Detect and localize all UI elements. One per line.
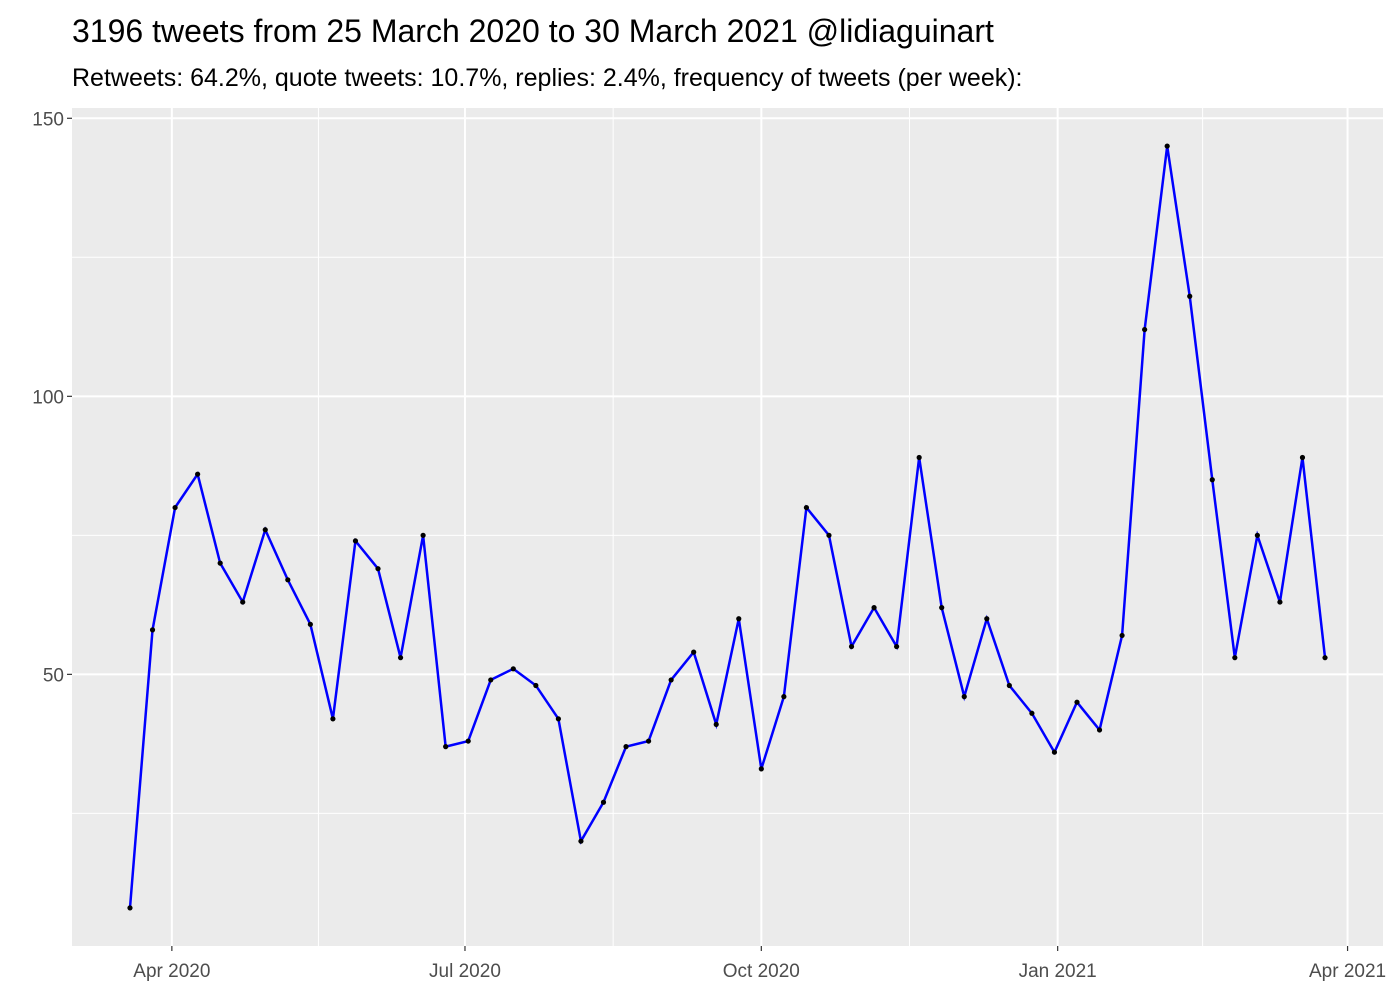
data-point [195, 471, 201, 477]
data-point [262, 527, 268, 533]
data-point [1119, 632, 1125, 639]
series-points [127, 143, 1328, 911]
data-point [645, 738, 652, 744]
data-point [217, 560, 223, 566]
data-point [127, 905, 133, 911]
data-point [1029, 710, 1035, 716]
data-point [848, 643, 855, 650]
data-point [352, 538, 359, 544]
data-point [713, 721, 719, 728]
data-point [758, 766, 764, 772]
data-point [826, 532, 832, 538]
y-tick-label: 50 [43, 665, 64, 686]
x-tick-label: Jul 2020 [429, 961, 501, 982]
data-point [736, 616, 742, 622]
data-point [781, 694, 787, 700]
data-point [939, 605, 945, 611]
data-point [1232, 655, 1238, 661]
x-tick-label: Oct 2020 [723, 961, 800, 982]
data-point [307, 621, 313, 627]
plot-panel [72, 108, 1383, 946]
data-point [1254, 532, 1260, 538]
chart-subtitle: Retweets: 64.2%, quote tweets: 10.7%, re… [72, 64, 1023, 92]
data-point [172, 504, 178, 511]
data-point [149, 627, 156, 633]
data-point [1322, 655, 1328, 661]
data-point [465, 738, 471, 744]
data-point [285, 577, 291, 583]
data-point [871, 605, 877, 611]
data-point [1164, 143, 1170, 149]
y-tick-label: 150 [32, 109, 64, 130]
data-point [1142, 326, 1148, 333]
data-point [803, 504, 810, 511]
data-point [578, 838, 584, 844]
x-tick-label: Apr 2020 [133, 961, 210, 982]
data-point [1096, 727, 1103, 733]
y-tick-label: 100 [32, 387, 64, 408]
data-point [488, 677, 494, 683]
data-point [961, 694, 967, 700]
data-point [1187, 293, 1193, 299]
data-point [668, 677, 674, 683]
gridlines [72, 108, 1383, 946]
data-point [240, 599, 246, 605]
x-tick-label: Apr 2021 [1309, 961, 1386, 982]
data-point [623, 744, 629, 750]
data-point [1209, 477, 1215, 483]
x-tick-label: Jan 2021 [1019, 961, 1097, 982]
data-point [984, 616, 990, 622]
data-point [1074, 699, 1080, 705]
data-point [894, 643, 900, 650]
data-point [600, 799, 607, 805]
data-point [443, 744, 449, 750]
series-line [128, 145, 1327, 909]
data-point [691, 649, 697, 655]
data-point [1006, 682, 1012, 689]
data-point [555, 716, 561, 722]
data-point [420, 532, 426, 538]
data-point [916, 454, 922, 461]
data-point [533, 682, 539, 689]
data-point [330, 716, 336, 722]
data-point [1277, 599, 1283, 605]
data-point [375, 566, 381, 572]
axes: 50 100 150 Apr 2020 Jul 2020 Oct 2020 Jan 2021… [32, 109, 1386, 982]
data-point [1299, 454, 1306, 461]
data-point [397, 655, 404, 661]
chart-title: 3196 tweets from 25 March 2020 to 30 Mar… [72, 13, 994, 49]
data-point [1051, 749, 1058, 755]
data-point [510, 666, 516, 672]
